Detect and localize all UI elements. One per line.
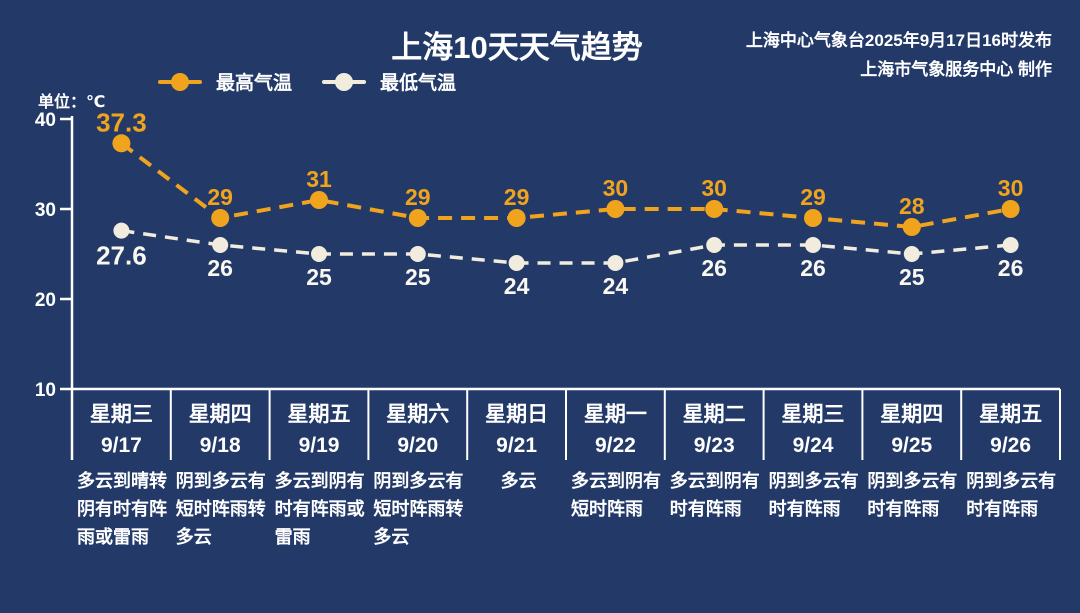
low-temp-value-label: 26	[998, 255, 1024, 281]
weekday-label: 星期日	[485, 403, 548, 426]
low-temp-value-label: 26	[207, 255, 233, 281]
weekday-label: 星期四	[880, 403, 943, 426]
low-temp-point	[508, 255, 525, 271]
weather-description: 多云	[500, 471, 537, 491]
legend-label-low-temp: 最低气温	[380, 73, 457, 94]
high-temp-point	[606, 200, 625, 218]
y-tick-label: 30	[35, 200, 56, 221]
legend-item-high-temp: 最高气温	[158, 68, 292, 95]
producer-line: 上海市气象服务中心 制作	[860, 60, 1052, 79]
legend-label-high-temp: 最高气温	[216, 73, 293, 94]
high-temp-value-label: 30	[998, 175, 1024, 201]
low-temp-value-label: 25	[306, 264, 332, 290]
high-temp-point	[211, 209, 230, 227]
low-temp-value-label: 26	[701, 255, 727, 281]
low-temp-value-label: 24	[504, 273, 530, 299]
high-temp-value-label: 29	[800, 184, 826, 210]
weekday-label: 星期三	[782, 403, 845, 426]
low-temp-legend-marker-icon	[322, 69, 367, 95]
high-temp-value-label: 31	[306, 166, 332, 192]
weather-description: 多云到阴有时有阵雨或雷雨	[274, 471, 365, 547]
weather-description: 阴到多云有时有阵雨	[768, 471, 859, 519]
high-temp-value-label: 28	[899, 193, 925, 219]
high-temp-value-label: 29	[207, 184, 233, 210]
date-label: 9/23	[694, 434, 735, 457]
high-temp-point	[705, 200, 724, 218]
y-tick-label: 20	[35, 290, 56, 311]
low-temp-value-label: 25	[899, 264, 925, 290]
high-temp-value-label: 30	[603, 175, 629, 201]
weather-description: 多云到阴有短时阵雨	[571, 471, 661, 519]
page-title: 上海10天天气趋势	[391, 30, 643, 65]
low-temp-point	[409, 246, 426, 262]
low-temp-point	[805, 237, 821, 253]
weekday-label: 星期四	[189, 403, 252, 426]
low-temp-line	[121, 228, 1011, 265]
weather-description: 多云到阴有时有阵雨	[669, 471, 760, 519]
high-temp-point	[804, 209, 822, 227]
high-temp-value-label: 29	[405, 184, 431, 210]
unit-label: 单位：℃	[38, 94, 106, 111]
weekday-label: 星期二	[683, 403, 746, 426]
weekday-label: 星期五	[979, 403, 1042, 426]
low-temp-value-label: 24	[603, 273, 629, 299]
publisher-line: 上海中心气象台2025年9月17日16时发布	[745, 31, 1052, 50]
low-temp-point	[706, 237, 723, 253]
chart-legend: 最高气温 最低气温	[158, 68, 456, 95]
low-temp-point	[607, 255, 624, 271]
weather-description: 阴到多云有时有阵雨	[867, 471, 958, 519]
weather-description: 阴到多云有时有阵雨	[966, 471, 1057, 519]
high-temp-legend-marker-icon	[158, 69, 202, 95]
high-temp-point	[112, 134, 131, 153]
weekday-label: 星期六	[386, 403, 449, 426]
high-temp-point	[902, 218, 921, 236]
high-temp-point	[408, 209, 427, 227]
low-temp-point	[311, 246, 327, 262]
weekday-label: 星期一	[584, 403, 647, 426]
date-label: 9/22	[595, 434, 636, 457]
date-label: 9/18	[200, 434, 241, 457]
high-temp-point	[507, 209, 526, 227]
y-tick-label: 40	[35, 110, 56, 131]
legend-item-low-temp: 最低气温	[322, 68, 456, 95]
weekday-label: 星期五	[288, 403, 351, 426]
low-temp-point	[1002, 237, 1019, 253]
high-temp-value-label: 37.3	[96, 107, 147, 137]
low-temp-value-label: 27.6	[96, 241, 147, 271]
high-temp-point	[310, 191, 328, 209]
weather-description: 阴到多云有短时阵雨转多云	[373, 471, 464, 547]
date-label: 9/19	[299, 434, 340, 457]
date-label: 9/26	[990, 434, 1031, 457]
high-temp-point	[1001, 200, 1020, 218]
weekday-label: 星期三	[90, 403, 153, 426]
low-temp-value-label: 25	[405, 264, 431, 290]
date-label: 9/17	[101, 434, 142, 457]
date-label: 9/20	[397, 434, 438, 457]
low-temp-point	[903, 246, 920, 262]
low-temp-value-label: 26	[800, 255, 826, 281]
high-temp-line	[120, 141, 1011, 230]
source-info: 上海中心气象台2025年9月17日16时发布 上海市气象服务中心 制作	[746, 26, 1052, 84]
date-label: 9/21	[496, 434, 537, 457]
low-temp-point	[212, 237, 229, 253]
low-temp-point	[113, 222, 130, 239]
high-temp-value-label: 29	[504, 184, 530, 210]
date-label: 9/25	[891, 434, 932, 457]
weather-description: 多云到晴转阴有时有阵雨或雷雨	[77, 471, 167, 547]
weather-description: 阴到多云有短时阵雨转多云	[175, 471, 266, 547]
date-label: 9/24	[793, 434, 834, 457]
y-tick-label: 10	[35, 380, 56, 401]
high-temp-value-label: 30	[701, 175, 727, 201]
